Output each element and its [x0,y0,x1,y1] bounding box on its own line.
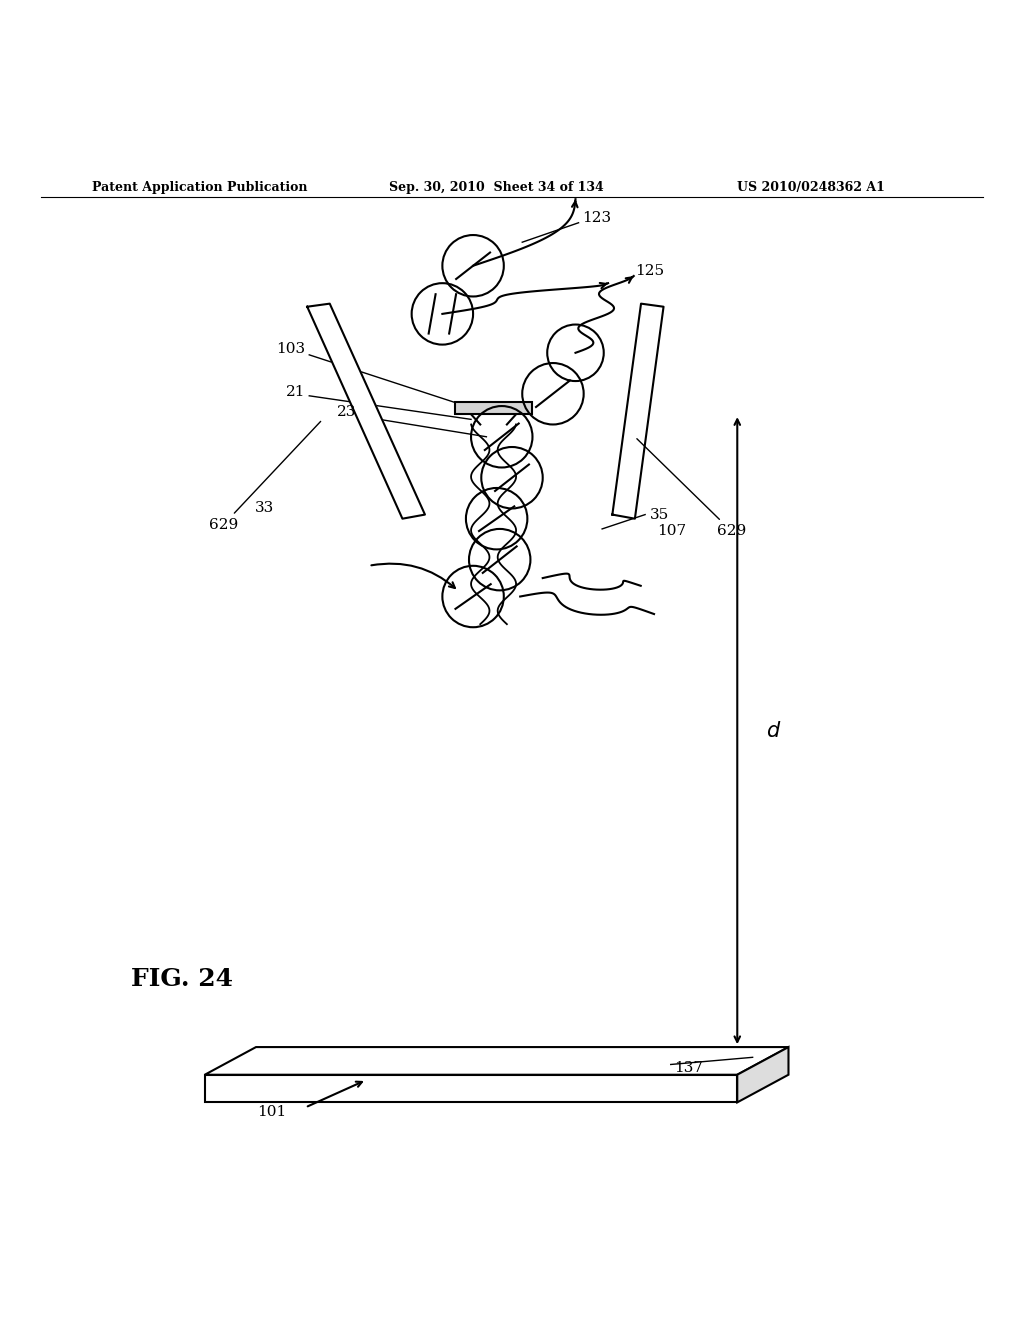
Polygon shape [205,1047,788,1074]
Polygon shape [612,304,664,519]
Text: 629: 629 [209,421,321,532]
Polygon shape [737,1047,788,1102]
Text: 123: 123 [582,211,610,224]
Text: 125: 125 [635,264,664,279]
Polygon shape [205,1074,737,1102]
Text: 33: 33 [255,500,274,515]
Text: Sep. 30, 2010  Sheet 34 of 134: Sep. 30, 2010 Sheet 34 of 134 [389,181,604,194]
Text: 35: 35 [650,508,670,521]
Polygon shape [307,304,425,519]
Text: 21: 21 [286,385,305,399]
Text: FIG. 24: FIG. 24 [131,968,233,991]
Text: Patent Application Publication: Patent Application Publication [92,181,307,194]
Text: 107: 107 [657,524,686,539]
Text: 101: 101 [257,1105,286,1118]
Text: 23: 23 [337,405,356,420]
Text: 137: 137 [674,1061,702,1074]
Text: US 2010/0248362 A1: US 2010/0248362 A1 [737,181,885,194]
Text: d: d [766,721,779,741]
Text: 629: 629 [637,438,746,539]
Text: 103: 103 [276,342,305,356]
Polygon shape [455,403,532,414]
